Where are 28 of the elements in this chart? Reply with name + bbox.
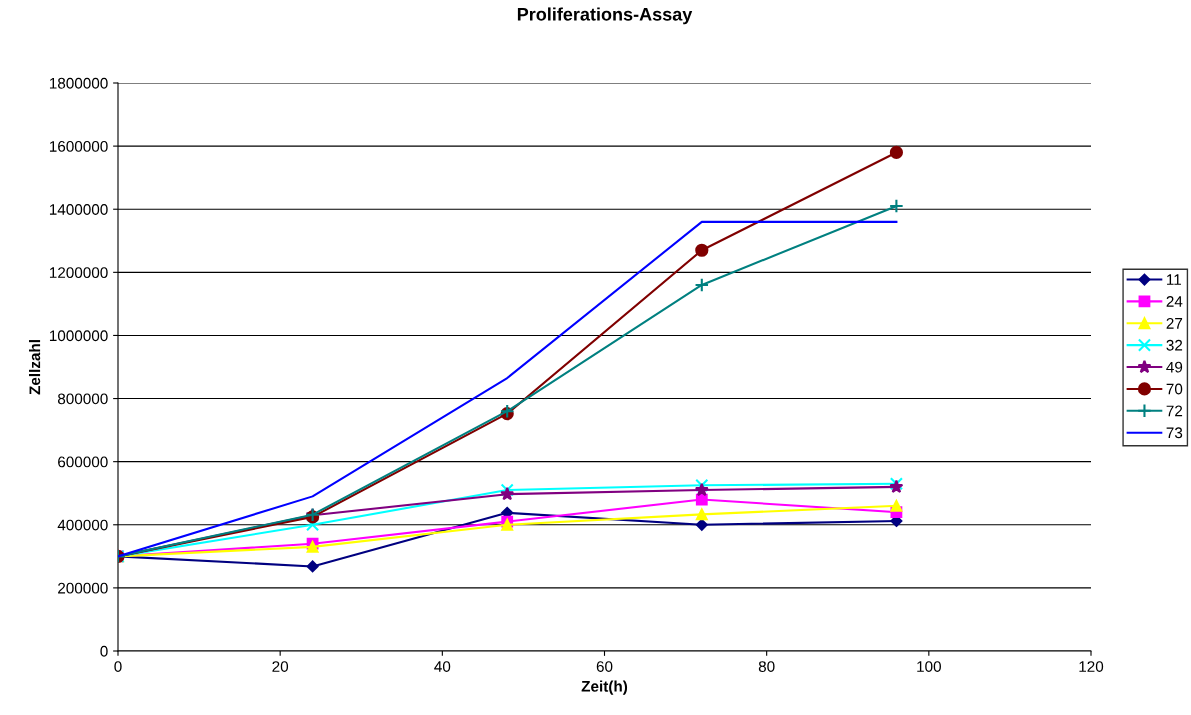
legend-label: 24	[1166, 296, 1183, 307]
x-axis-title: Zeit(h)	[581, 680, 628, 695]
y-axis-title: Zellzahl	[29, 340, 41, 395]
legend-label: 32	[1166, 339, 1183, 351]
legend-label: 11	[1167, 274, 1181, 285]
legend-label: 72	[1166, 405, 1183, 417]
chart-title: Proliferations-Assay	[517, 7, 693, 25]
y-tick-label: 200000	[58, 582, 108, 594]
y-tick-label: 1400000	[49, 204, 108, 215]
x-tick-label: 20	[272, 661, 289, 672]
legend-label: 49	[1166, 361, 1183, 373]
y-tick-label: 800000	[57, 393, 108, 405]
x-tick-label: 80	[758, 661, 775, 672]
x-tick-label: 0	[114, 661, 122, 672]
legend-label: 73	[1166, 427, 1183, 439]
legend-label: 70	[1166, 383, 1183, 395]
y-tick-label: 1800000	[49, 77, 108, 89]
x-tick-label: 120	[1079, 661, 1104, 672]
y-tick-label: 1000000	[49, 330, 108, 342]
y-tick-label: 600000	[58, 456, 108, 468]
legend-label: 27	[1166, 317, 1183, 329]
x-tick-label: 60	[596, 661, 613, 672]
x-tick-label: 40	[434, 661, 451, 672]
y-tick-label: 1200000	[49, 267, 108, 279]
x-tick-label: 100	[917, 661, 941, 672]
y-tick-label: 400000	[57, 519, 108, 531]
y-tick-label: 0	[100, 645, 108, 657]
y-tick-label: 1600000	[49, 140, 108, 152]
